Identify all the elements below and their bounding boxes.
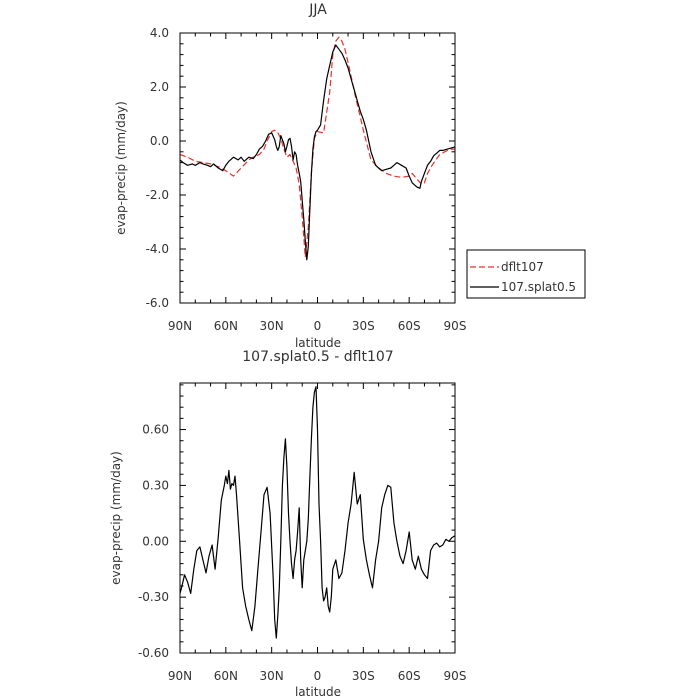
y-tick-label: 0.30 bbox=[142, 478, 169, 492]
x-tick-label: 60N bbox=[214, 319, 238, 333]
tick-marks bbox=[179, 32, 456, 304]
x-axis-label: latitude bbox=[295, 685, 341, 699]
series-group bbox=[179, 386, 456, 639]
chart-title: JJA bbox=[308, 2, 327, 18]
tick-marks bbox=[179, 383, 456, 654]
legend: dflt107 107.splat0.5 bbox=[466, 249, 586, 299]
plot-frame bbox=[179, 32, 456, 304]
y-tick-label: 4.0 bbox=[150, 26, 169, 40]
series-line-107-splat0-5 bbox=[179, 44, 456, 261]
x-tick-label: 30N bbox=[260, 669, 284, 683]
chart-title: 107.splat0.5 - dflt107 bbox=[242, 349, 393, 365]
x-tick-label: 0 bbox=[314, 669, 322, 683]
x-tick-label: 60S bbox=[398, 319, 421, 333]
x-tick-label: 90S bbox=[444, 319, 467, 333]
x-tick-label: 0 bbox=[314, 319, 322, 333]
plot-frame bbox=[179, 382, 456, 654]
x-tick-label: 30N bbox=[260, 319, 284, 333]
y-tick-label: -0.30 bbox=[138, 590, 169, 604]
x-tick-label: 90N bbox=[168, 319, 192, 333]
x-tick-label: 60S bbox=[398, 669, 421, 683]
bottom-panel: 107.splat0.5 - dflt107 90N 60N 30N 0 30S 60S 9… bbox=[109, 349, 466, 699]
series-group bbox=[179, 36, 456, 261]
y-tick-label: -4.0 bbox=[146, 242, 169, 256]
y-tick-label: 2.0 bbox=[150, 80, 169, 94]
y-tick-label: 0.60 bbox=[142, 423, 169, 437]
x-tick-label: 60N bbox=[214, 669, 238, 683]
legend-label-splat: 107.splat0.5 bbox=[501, 280, 576, 294]
series-line-difference bbox=[179, 386, 456, 639]
legend-label-dflt107: dflt107 bbox=[501, 260, 544, 274]
series-line-dflt107 bbox=[179, 36, 455, 258]
top-panel: JJA 90N 60N 30N 0 30S 60S 90S 4.0 2.0 0.0 -2.0 -4.0… bbox=[114, 2, 586, 350]
y-axis-label: evap-precip (mm/day) bbox=[109, 451, 123, 585]
y-tick-label: 0.0 bbox=[150, 134, 169, 148]
legend-box bbox=[466, 249, 586, 299]
tick-labels: 90N 60N 30N 0 30S 60S 90S 4.0 2.0 0.0 -2.0 -4.0 -6.0 bbox=[146, 26, 467, 333]
x-tick-label: 90N bbox=[168, 669, 192, 683]
x-tick-label: 90S bbox=[444, 669, 467, 683]
x-tick-label: 30S bbox=[352, 319, 375, 333]
y-axis-label: evap-precip (mm/day) bbox=[114, 101, 128, 235]
tick-labels: 90N 60N 30N 0 30S 60S 90S 0.60 0.30 0.00 -0.30 -0.6… bbox=[138, 423, 467, 683]
y-tick-label: -6.0 bbox=[146, 296, 169, 310]
y-tick-label: -0.60 bbox=[138, 646, 169, 660]
x-tick-label: 30S bbox=[352, 669, 375, 683]
x-axis-label: latitude bbox=[295, 336, 341, 350]
y-tick-label: 0.00 bbox=[142, 534, 169, 548]
y-tick-label: -2.0 bbox=[146, 188, 169, 202]
